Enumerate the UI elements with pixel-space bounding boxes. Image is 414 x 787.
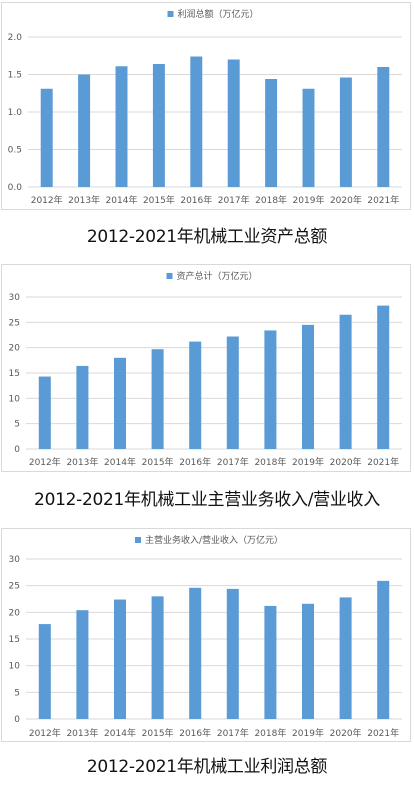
- y-tick-label: 10: [9, 662, 21, 672]
- x-tick-label: 2014年: [104, 727, 136, 739]
- x-tick-label: 2015年: [142, 456, 174, 468]
- x-tick-label: 2013年: [66, 456, 98, 468]
- bar: [264, 330, 277, 449]
- chart-caption-1: 2012-2021年机械工业资产总额: [86, 227, 328, 247]
- x-tick-label: 2020年: [330, 194, 362, 206]
- y-tick-label: 30: [9, 293, 21, 303]
- x-tick-label: 2021年: [367, 456, 399, 468]
- bar: [226, 336, 239, 449]
- x-tick-label: 2016年: [179, 727, 211, 739]
- legend-swatch: [167, 11, 174, 17]
- bar-chart-2: 资产总计（万亿元） 0 5 10 15 20 25 30 2012年 2013年 2014年 2015…: [9, 270, 402, 468]
- x-tick-label: 2019年: [293, 194, 325, 206]
- bar: [113, 357, 127, 449]
- y-tick-label: 1.5: [8, 71, 22, 81]
- bar: [377, 580, 390, 719]
- x-tick-label: 2014年: [106, 194, 138, 206]
- bar: [152, 64, 165, 187]
- bar: [190, 56, 203, 187]
- bar: [339, 597, 352, 719]
- y-tick-label: 5: [14, 420, 20, 430]
- y-tick-label: 20: [9, 608, 21, 618]
- legend-label: 主营业务收入/营业收入（万亿元）: [145, 534, 283, 546]
- chart-panel-3: 主营业务收入/营业收入（万亿元） 0 5 10 15 20 25 30 2012年 2013年 20…: [1, 528, 411, 742]
- x-tick-label: 2021年: [367, 194, 399, 206]
- bar: [115, 66, 128, 187]
- bar: [78, 74, 91, 187]
- chart-caption-2: 2012-2021年机械工业主营业务收入/营业收入: [34, 490, 380, 510]
- x-tick-label: 2018年: [254, 727, 286, 739]
- x-tick-label: 2017年: [218, 194, 250, 206]
- bar: [301, 603, 315, 719]
- bar: [227, 59, 240, 187]
- bar: [264, 605, 277, 719]
- bar: [113, 599, 127, 719]
- x-tick-label: 2019年: [292, 727, 324, 739]
- bar: [301, 324, 315, 449]
- x-tick-label: 2017年: [217, 727, 249, 739]
- x-tick-label: 2015年: [143, 194, 175, 206]
- y-tick-label: 0.5: [8, 146, 22, 156]
- bar: [151, 349, 164, 449]
- x-tick-label: 2015年: [142, 727, 174, 739]
- bar: [377, 67, 390, 187]
- bar: [151, 596, 164, 719]
- y-tick-label: 2.0: [8, 33, 23, 43]
- bar: [339, 77, 352, 187]
- bar: [189, 341, 202, 449]
- y-tick-label: 15: [9, 635, 20, 645]
- x-tick-label: 2012年: [29, 456, 61, 468]
- x-tick-label: 2020年: [330, 456, 362, 468]
- bar: [339, 314, 352, 449]
- x-tick-label: 2019年: [292, 456, 324, 468]
- legend-label: 利润总额（万亿元）: [178, 8, 259, 20]
- y-tick-label: 5: [14, 688, 20, 698]
- y-tick-label: 10: [9, 394, 21, 404]
- y-tick-label: 15: [9, 369, 20, 379]
- x-tick-label: 2012年: [29, 727, 61, 739]
- bar: [38, 624, 51, 719]
- x-tick-label: 2016年: [180, 194, 212, 206]
- legend: 主营业务收入/营业收入（万亿元）: [135, 534, 283, 546]
- y-tick-label: 0: [14, 715, 20, 725]
- x-tick-label: 2016年: [179, 456, 211, 468]
- legend: 利润总额（万亿元）: [167, 8, 259, 20]
- legend: 资产总计（万亿元）: [166, 270, 258, 282]
- y-tick-label: 30: [9, 555, 21, 565]
- chart-panel-1: 利润总额（万亿元） 0.0 0.5 1.0 1.5 2.0 2012年 2013年 2014年 2…: [1, 2, 411, 210]
- x-tick-label: 2018年: [255, 194, 287, 206]
- chart-panel-2: 资产总计（万亿元） 0 5 10 15 20 25 30 2012年 2013年 2014年 2015…: [1, 264, 411, 472]
- y-tick-label: 25: [9, 318, 20, 328]
- bar: [76, 610, 89, 719]
- y-tick-label: 20: [9, 344, 21, 354]
- y-tick-label: 25: [9, 582, 20, 592]
- x-tick-label: 2017年: [217, 456, 249, 468]
- chart-caption-3: 2012-2021年机械工业利润总额: [86, 757, 328, 777]
- x-tick-label: 2013年: [66, 727, 98, 739]
- x-tick-label: 2018年: [254, 456, 286, 468]
- y-tick-label: 1.0: [8, 108, 23, 118]
- bar: [265, 79, 278, 187]
- bar: [302, 88, 315, 187]
- x-tick-label: 2020年: [330, 727, 362, 739]
- x-tick-label: 2021年: [367, 727, 399, 739]
- legend-label: 资产总计（万亿元）: [177, 270, 258, 282]
- bar: [377, 305, 390, 449]
- bar: [76, 365, 89, 449]
- legend-swatch: [135, 537, 141, 543]
- bar: [189, 587, 202, 719]
- legend-swatch: [166, 273, 173, 279]
- y-tick-label: 0: [14, 445, 20, 455]
- x-tick-label: 2013年: [68, 194, 100, 206]
- y-tick-label: 0.0: [8, 183, 23, 193]
- bar: [226, 588, 239, 719]
- bar: [40, 88, 53, 187]
- bar-chart-3: 主营业务收入/营业收入（万亿元） 0 5 10 15 20 25 30 2012年 2013年 20…: [9, 534, 402, 739]
- bar: [38, 376, 51, 449]
- bar-chart-1: 利润总额（万亿元） 0.0 0.5 1.0 1.5 2.0 2012年 2013年 2014年 2…: [8, 8, 402, 206]
- x-tick-label: 2012年: [31, 194, 63, 206]
- x-tick-label: 2014年: [104, 456, 136, 468]
